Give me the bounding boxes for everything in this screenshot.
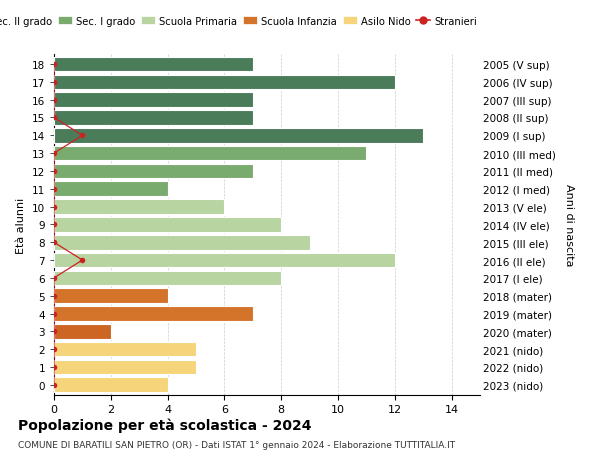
Bar: [54, 182, 167, 196]
Bar: [54, 93, 253, 108]
Bar: [54, 146, 367, 161]
Text: Popolazione per età scolastica - 2024: Popolazione per età scolastica - 2024: [18, 418, 311, 432]
Bar: [54, 200, 224, 214]
Bar: [54, 253, 395, 268]
Bar: [54, 57, 253, 72]
Bar: [54, 129, 423, 143]
Bar: [54, 325, 111, 339]
Bar: [54, 378, 167, 392]
Bar: [54, 360, 196, 375]
Y-axis label: Età alunni: Età alunni: [16, 197, 26, 253]
Bar: [54, 271, 281, 285]
Text: COMUNE DI BARATILI SAN PIETRO (OR) - Dati ISTAT 1° gennaio 2024 - Elaborazione T: COMUNE DI BARATILI SAN PIETRO (OR) - Dat…: [18, 440, 455, 449]
Legend: Sec. II grado, Sec. I grado, Scuola Primaria, Scuola Infanzia, Asilo Nido, Stran: Sec. II grado, Sec. I grado, Scuola Prim…: [0, 12, 481, 30]
Bar: [54, 75, 395, 90]
Bar: [54, 111, 253, 125]
Bar: [54, 289, 167, 303]
Bar: [54, 164, 253, 179]
Bar: [54, 218, 281, 232]
Bar: [54, 235, 310, 250]
Bar: [54, 307, 253, 321]
Y-axis label: Anni di nascita: Anni di nascita: [564, 184, 574, 266]
Bar: [54, 342, 196, 357]
